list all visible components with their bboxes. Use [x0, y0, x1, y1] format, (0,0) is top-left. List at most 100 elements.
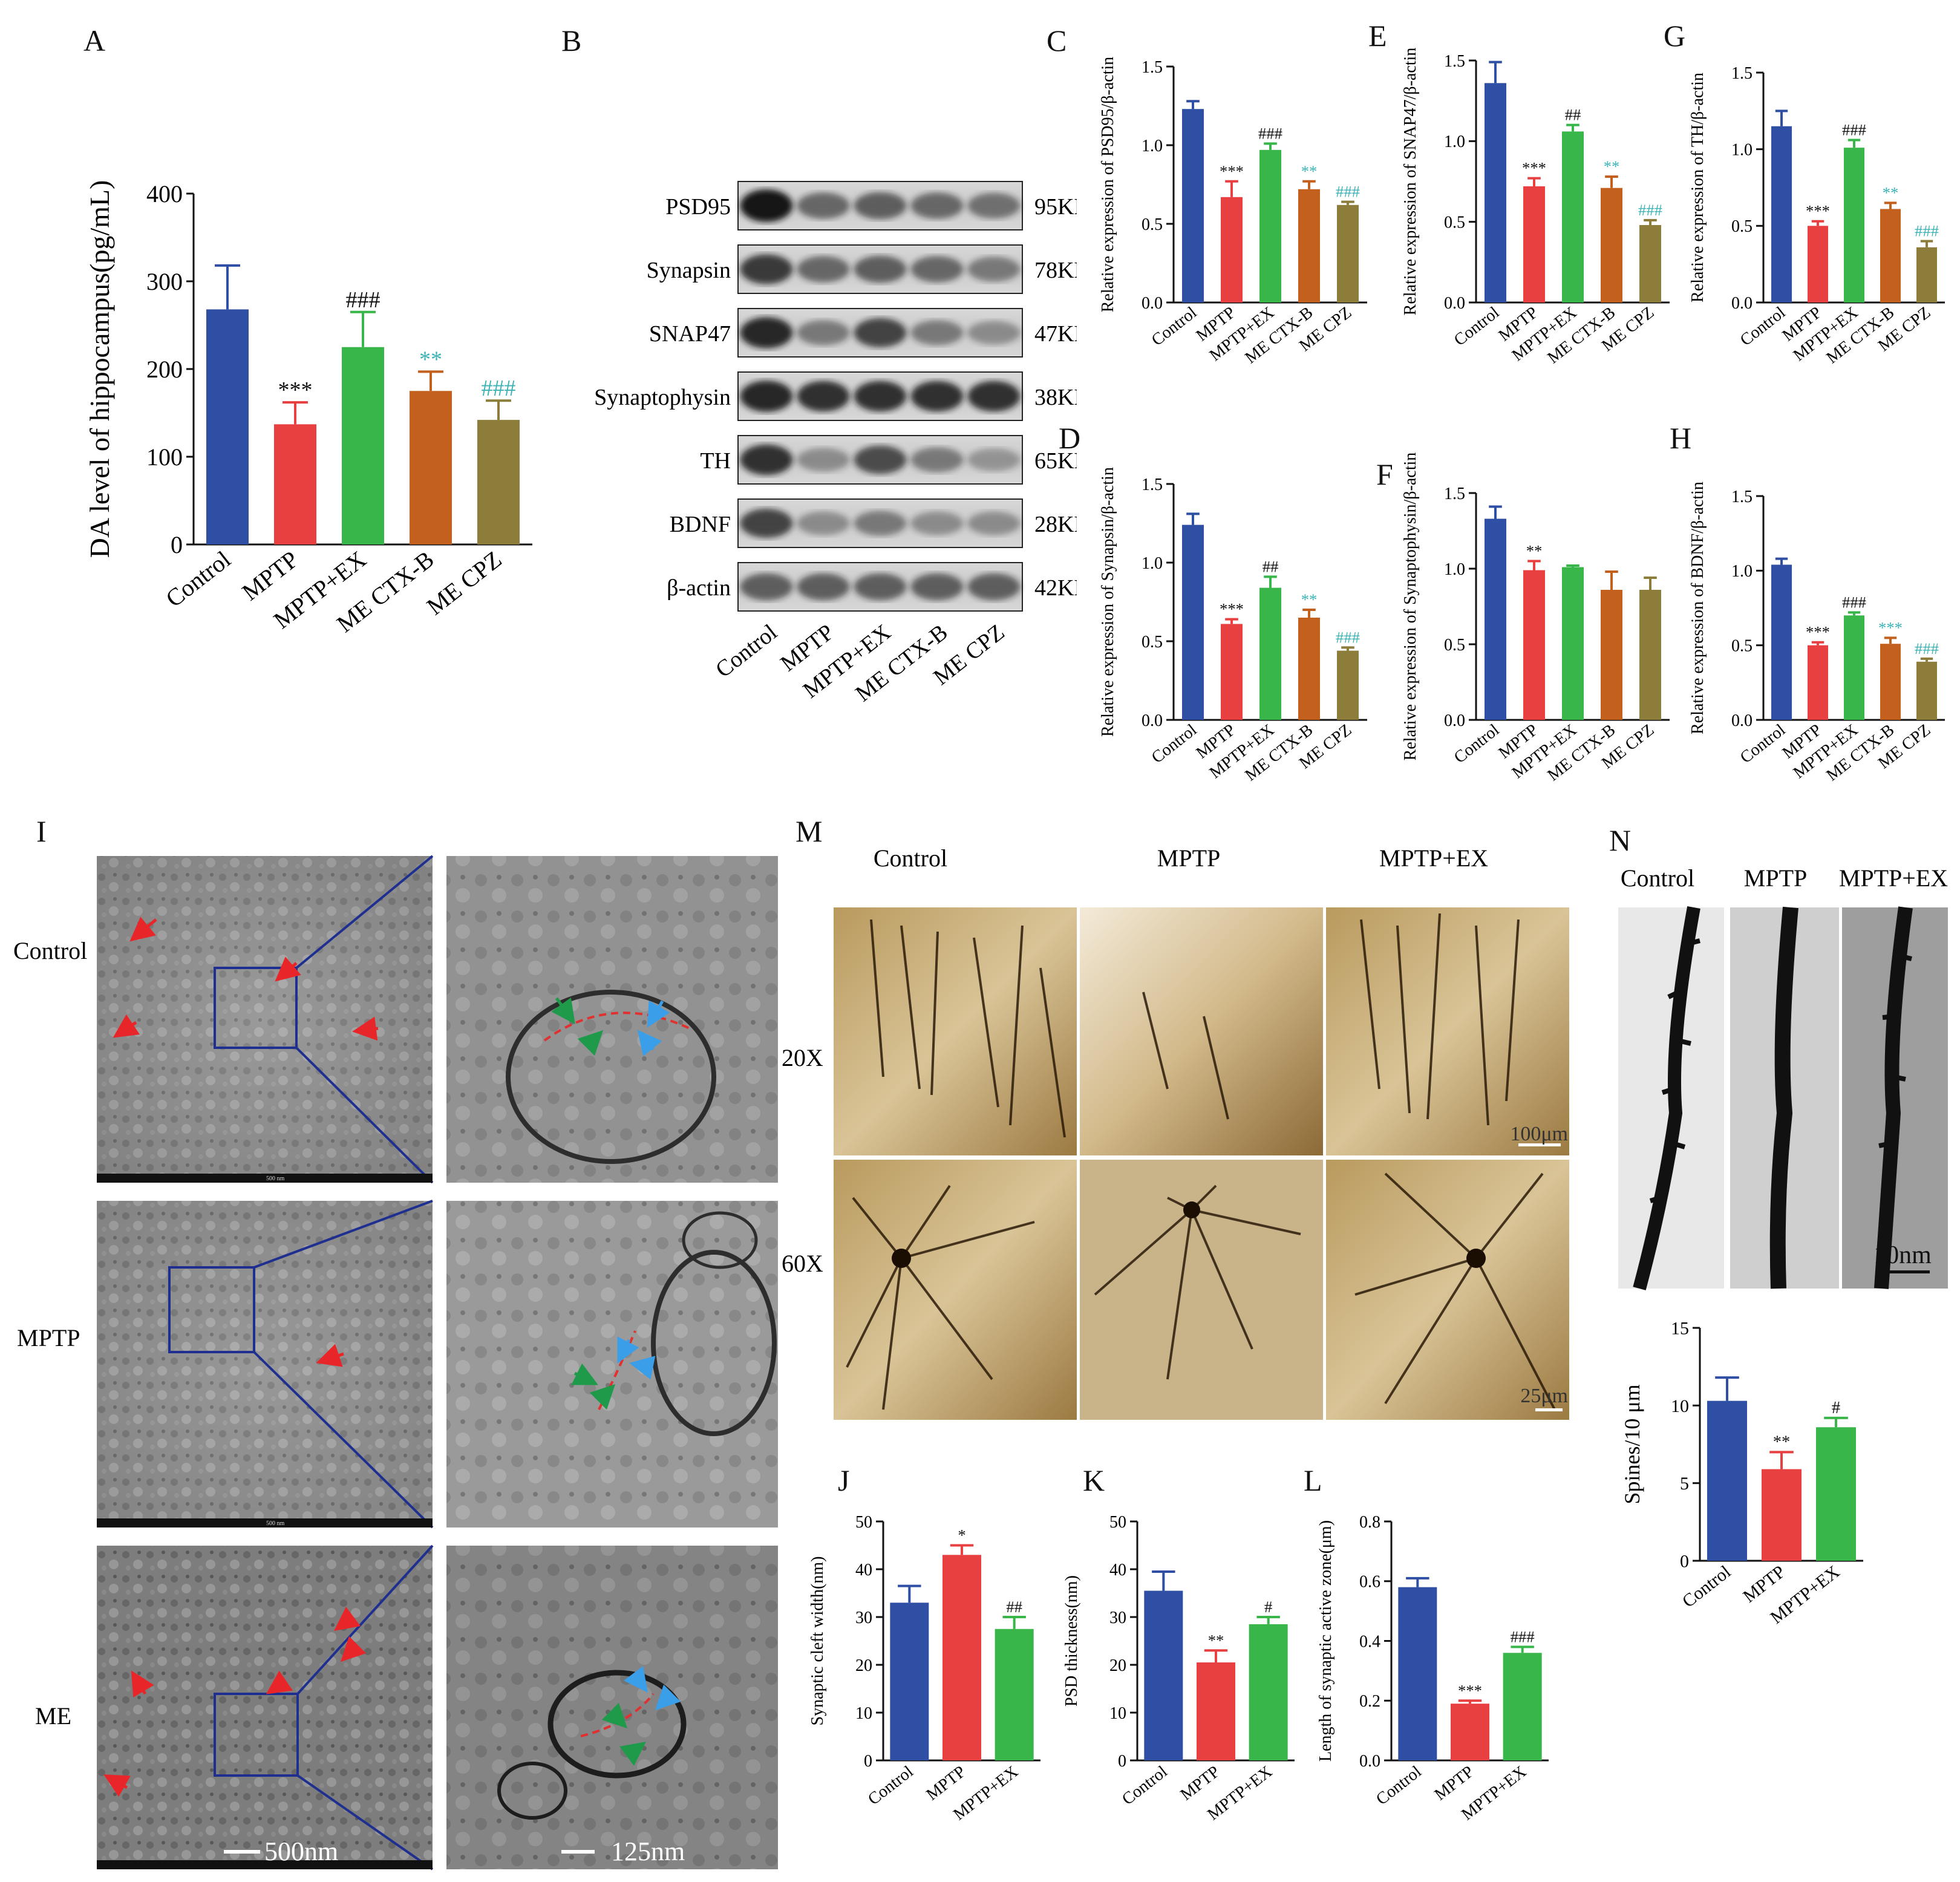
significance-mark: ### [482, 376, 516, 401]
spine-scale: 10nm [1873, 1241, 1932, 1269]
panel-label-k: K [1083, 1463, 1105, 1497]
blot-band [854, 192, 907, 220]
y-tick-label: 1.0 [1444, 132, 1465, 151]
y-tick-label: 30 [855, 1609, 872, 1627]
y-tick-label: 300 [146, 268, 183, 295]
blot-band [967, 256, 1021, 282]
blot-band [967, 381, 1021, 412]
bar-mptp-ex [1562, 567, 1584, 720]
protein-label: BDNF [670, 512, 731, 537]
significance-mark: *** [1458, 1681, 1482, 1699]
bar-mptp-ex [1249, 1624, 1288, 1760]
significance-mark: ### [1336, 628, 1360, 646]
category-label: MPTP [1177, 1762, 1224, 1804]
significance-mark: ### [1842, 593, 1866, 611]
y-tick-label: 400 [146, 180, 183, 207]
panel-label-b: B [561, 24, 582, 57]
significance-mark: ### [346, 287, 381, 313]
bar-me-cpz [1337, 650, 1359, 720]
em-row-label-control: Control [13, 937, 87, 964]
blot-band [967, 573, 1021, 601]
bar-mptp [1197, 1662, 1235, 1760]
bar-mptp-ex [995, 1629, 1034, 1760]
panel-label-d: D [1059, 421, 1081, 455]
blot-band [910, 573, 964, 601]
bar-control [1485, 83, 1506, 302]
bar-me-ctx-b [410, 391, 452, 544]
significance-mark: *** [1522, 159, 1546, 177]
golgi-scale-25um: 25μm [1520, 1385, 1568, 1407]
spine-col-mptp: MPTP [1744, 864, 1808, 892]
category-label: Control [1119, 1762, 1171, 1809]
bar-me-cpz [1916, 661, 1937, 720]
bar-mptp-ex [1259, 149, 1281, 302]
y-axis-label: Synaptic cleft width(nm) [811, 1557, 827, 1726]
significance-mark: *** [1806, 202, 1830, 220]
spine-col-control: Control [1621, 864, 1694, 892]
panel-label-i: I [36, 814, 47, 848]
significance-mark: # [1264, 1598, 1272, 1616]
bar-me-ctx-b [1298, 618, 1320, 720]
significance-mark: ## [1565, 106, 1581, 124]
bar-me-ctx-b [1601, 590, 1622, 720]
bar-me-ctx-b [1601, 188, 1622, 302]
y-tick-label: 0.0 [1444, 711, 1465, 730]
y-tick-label: 10 [1109, 1704, 1126, 1723]
y-axis-label: PSD thickness(nm) [1065, 1575, 1081, 1707]
category-label: Control [1373, 1762, 1425, 1809]
significance-mark: ### [1258, 124, 1282, 142]
y-tick-label: 1.5 [1444, 52, 1465, 71]
significance-mark: ### [1336, 183, 1360, 201]
significance-mark: *** [1806, 623, 1830, 641]
significance-mark: # [1832, 1399, 1840, 1417]
em-scale-125nm: 125nm [611, 1837, 685, 1866]
significance-mark: ** [419, 347, 442, 372]
y-tick-label: 0 [171, 531, 183, 558]
bar-control [1398, 1587, 1437, 1760]
bar-me-cpz [1337, 204, 1359, 302]
y-tick-label: 1.5 [1731, 64, 1753, 83]
bar-mptp-ex [342, 347, 384, 544]
em-overlay: Control MPTP ME [13, 855, 778, 1871]
blot-band [854, 573, 907, 601]
y-tick-label: 1.5 [1731, 488, 1753, 506]
category-label: MPTP [923, 1762, 970, 1804]
y-tick-label: 1.0 [1142, 554, 1163, 573]
y-tick-label: 1.5 [1142, 475, 1163, 494]
significance-mark: ** [1301, 590, 1318, 609]
significance-mark: ** [1301, 162, 1318, 180]
blot-band [910, 256, 964, 283]
bar-mptp-ex [1562, 131, 1584, 303]
protein-size-label: 65KD [1034, 448, 1077, 474]
blot-band [797, 573, 850, 601]
y-axis-label: DA level of hippocampus(pg/mL) [84, 180, 115, 558]
category-label: MPTP [1431, 1762, 1478, 1804]
bar-mptp [942, 1555, 981, 1760]
golgi-scale-100um: 100μm [1510, 1123, 1568, 1145]
y-tick-label: 1.0 [1444, 560, 1465, 579]
chart-c: 0.0 0.5 1.0 1.5 Relative expression of PSD95… [1099, 57, 1367, 367]
golgi-col-control: Control [874, 845, 947, 872]
blot-band [910, 381, 964, 412]
bar-me-ctx-b [1880, 209, 1901, 302]
protein-size-label: 38KD [1034, 385, 1077, 410]
y-tick-label: 20 [1109, 1656, 1126, 1675]
panel-label-e: E [1368, 19, 1387, 53]
significance-mark: *** [1220, 162, 1244, 180]
protein-label: SNAP47 [649, 321, 731, 347]
y-tick-label: 10 [1671, 1396, 1689, 1416]
blot-band [797, 320, 850, 345]
blot-band [797, 448, 850, 472]
y-tick-label: 50 [1109, 1513, 1126, 1532]
em-scale-tiny-1: 500 nm [266, 1175, 285, 1182]
significance-mark: * [958, 1526, 965, 1544]
chart-j: 0 10 20 30 40 50 Synaptic cleft width(nm) Contr… [811, 1513, 1040, 1824]
blot-band [967, 321, 1021, 345]
y-tick-label: 0.5 [1731, 217, 1753, 236]
blot-band [910, 192, 964, 219]
y-tick-label: 0 [864, 1752, 872, 1771]
y-tick-label: 10 [855, 1704, 872, 1723]
significance-mark: ### [1842, 120, 1866, 139]
protein-size-label: 42KD [1034, 575, 1077, 601]
bar-control [1485, 518, 1506, 720]
